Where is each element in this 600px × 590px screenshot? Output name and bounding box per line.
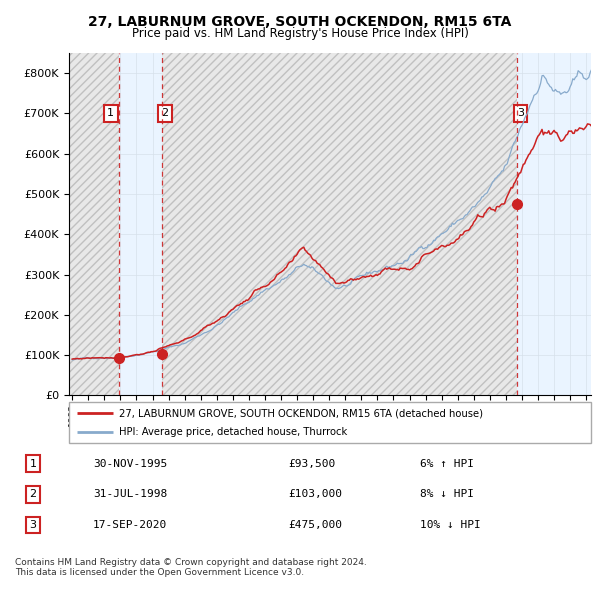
Text: 1: 1 bbox=[107, 109, 114, 119]
Bar bbox=[162, 53, 517, 395]
Text: Contains HM Land Registry data © Crown copyright and database right 2024.
This d: Contains HM Land Registry data © Crown c… bbox=[15, 558, 367, 577]
Text: HPI: Average price, detached house, Thurrock: HPI: Average price, detached house, Thur… bbox=[119, 428, 347, 437]
Text: 27, LABURNUM GROVE, SOUTH OCKENDON, RM15 6TA (detached house): 27, LABURNUM GROVE, SOUTH OCKENDON, RM15… bbox=[119, 408, 482, 418]
Bar bbox=[517, 53, 599, 395]
Bar bbox=[64, 53, 119, 395]
Text: £475,000: £475,000 bbox=[288, 520, 342, 530]
Text: 3: 3 bbox=[517, 109, 524, 119]
Text: 2: 2 bbox=[29, 490, 37, 499]
Text: Price paid vs. HM Land Registry's House Price Index (HPI): Price paid vs. HM Land Registry's House … bbox=[131, 27, 469, 40]
Text: 1: 1 bbox=[29, 459, 37, 468]
Bar bbox=[119, 53, 162, 395]
Text: 3: 3 bbox=[29, 520, 37, 530]
Text: £93,500: £93,500 bbox=[288, 459, 335, 468]
Text: 10% ↓ HPI: 10% ↓ HPI bbox=[420, 520, 481, 530]
Text: 31-JUL-1998: 31-JUL-1998 bbox=[93, 490, 167, 499]
Text: 6% ↑ HPI: 6% ↑ HPI bbox=[420, 459, 474, 468]
Text: 8% ↓ HPI: 8% ↓ HPI bbox=[420, 490, 474, 499]
Text: 17-SEP-2020: 17-SEP-2020 bbox=[93, 520, 167, 530]
Text: 30-NOV-1995: 30-NOV-1995 bbox=[93, 459, 167, 468]
Text: £103,000: £103,000 bbox=[288, 490, 342, 499]
Text: 2: 2 bbox=[161, 109, 169, 119]
Text: 27, LABURNUM GROVE, SOUTH OCKENDON, RM15 6TA: 27, LABURNUM GROVE, SOUTH OCKENDON, RM15… bbox=[88, 15, 512, 30]
